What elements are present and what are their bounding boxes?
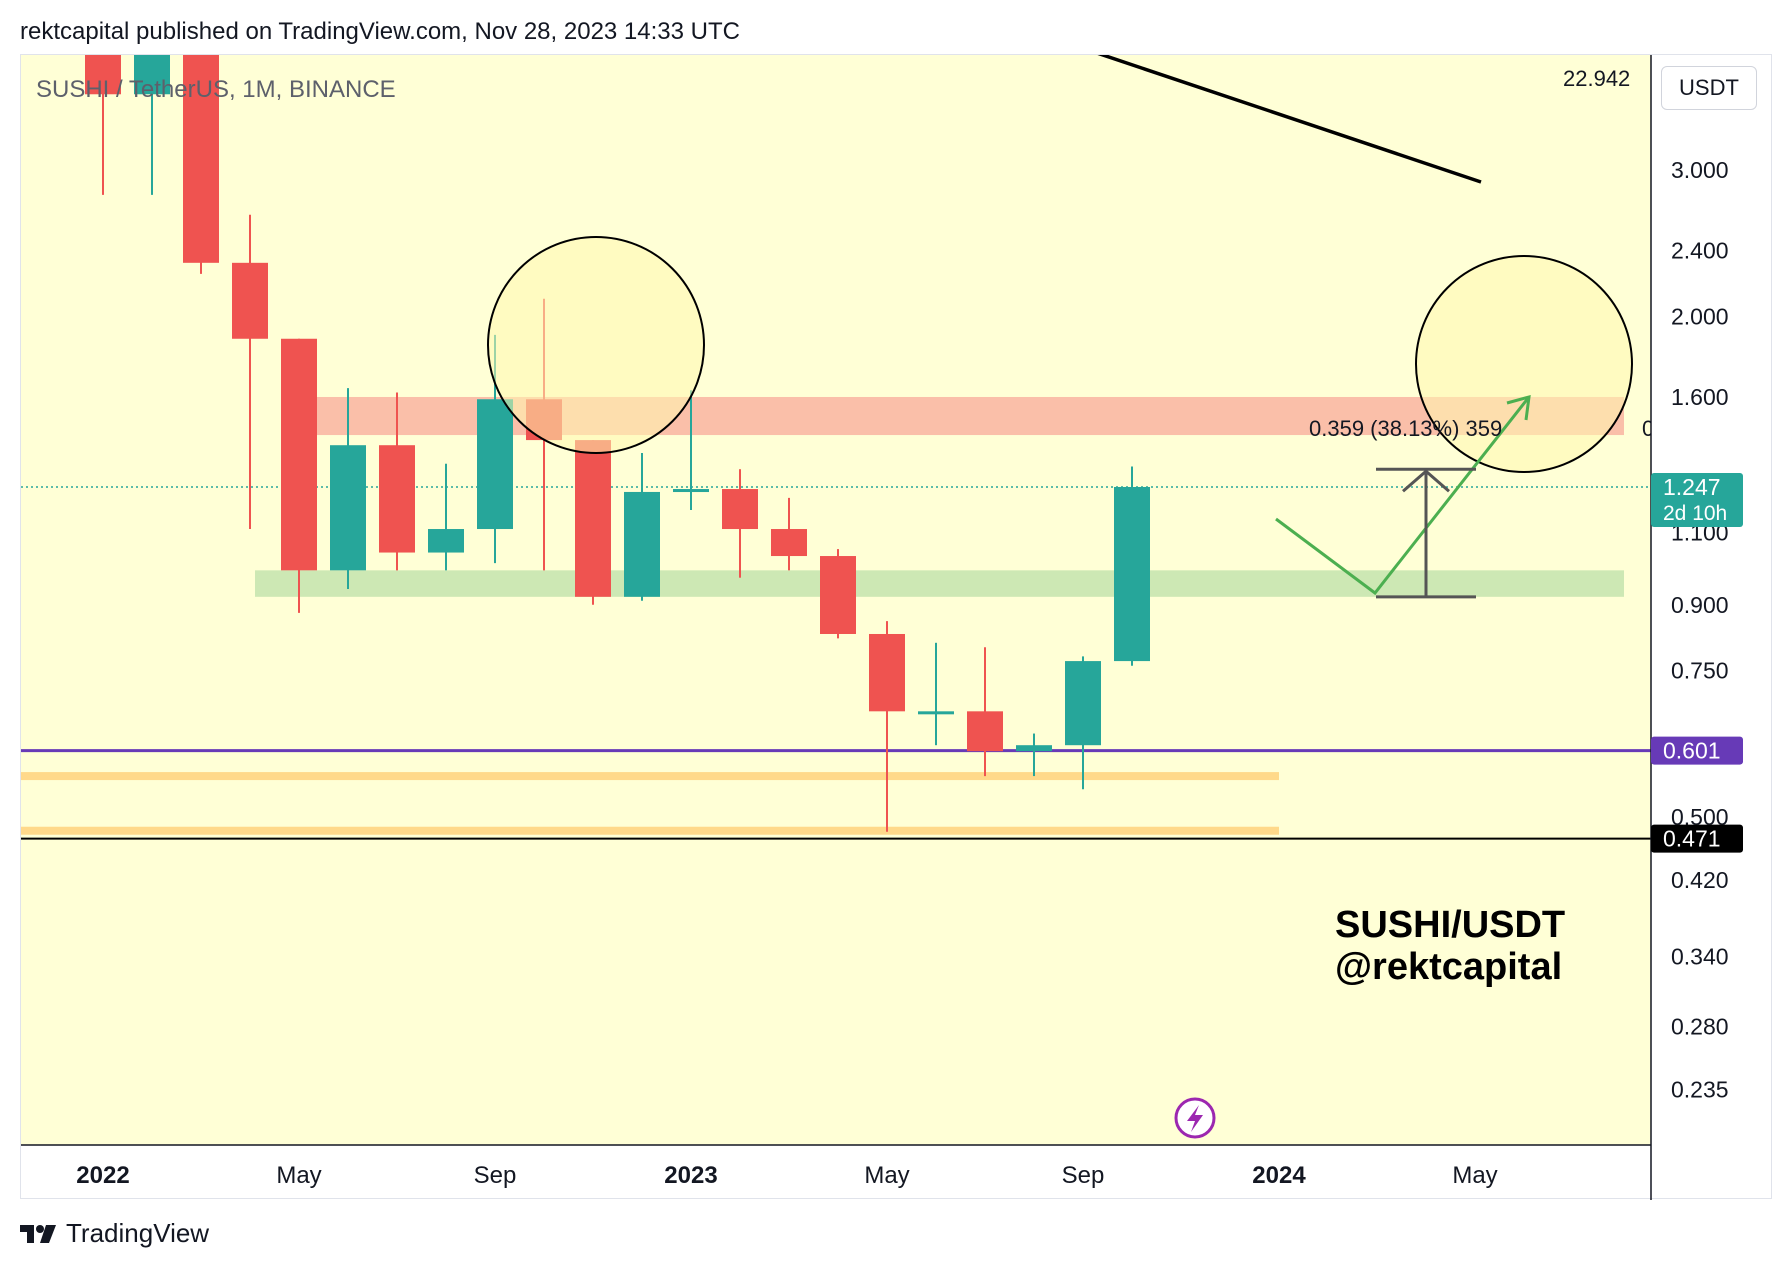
time-tick-label: 2024	[1252, 1162, 1306, 1189]
current-price-badge-bg	[1651, 472, 1743, 527]
candle-body	[967, 711, 1003, 752]
candle[interactable]	[183, 55, 219, 274]
candle[interactable]	[281, 338, 317, 613]
projection-arrow	[1275, 396, 1531, 596]
footer[interactable]: TradingView	[20, 1218, 209, 1249]
time-tick-label: Sep	[1062, 1162, 1105, 1189]
candle-body	[428, 529, 464, 553]
orange-level-lower	[21, 826, 1279, 835]
candle[interactable]	[379, 392, 415, 571]
candle-body	[330, 445, 366, 571]
black-price-badge: 0.471	[1651, 824, 1743, 853]
price-tick-label: 0.420	[1671, 867, 1729, 893]
candle[interactable]	[575, 440, 611, 605]
highlight-circle-left	[487, 236, 705, 454]
candle[interactable]	[428, 463, 464, 571]
watermark-pair: SUSHI/USDT	[1335, 904, 1566, 946]
candle[interactable]	[330, 388, 366, 590]
top-price-label: 22.942	[1563, 66, 1631, 91]
candle[interactable]	[1016, 733, 1052, 777]
candle[interactable]	[722, 469, 758, 578]
orange-level-upper	[21, 772, 1279, 781]
purple-price-badge: 0.601	[1651, 736, 1743, 765]
candle-body	[673, 489, 709, 493]
candle[interactable]	[820, 549, 856, 639]
time-tick-label: 2022	[76, 1162, 129, 1189]
candle-body	[134, 55, 170, 95]
candle[interactable]	[1065, 656, 1101, 790]
measure-arrowhead	[1402, 469, 1450, 493]
candle-body	[918, 711, 954, 715]
highlight-circle-right	[1415, 255, 1633, 473]
price-tick-label: 0.235	[1671, 1077, 1729, 1103]
tradingview-logo-icon	[20, 1224, 56, 1243]
candle-body	[1065, 661, 1101, 746]
candle-body	[281, 338, 317, 571]
candle[interactable]	[918, 642, 954, 746]
symbol-label: SUSHI / TetherUS, 1M, BINANCE	[36, 76, 396, 103]
support-zone	[255, 570, 1624, 597]
candle-body	[820, 556, 856, 634]
candle-body	[232, 262, 268, 339]
descending-trendline	[1097, 55, 1482, 184]
watermark-author: @rektcapital	[1335, 946, 1563, 988]
price-tick-label: 0.340	[1671, 943, 1729, 969]
black-price-badge-value: 0.471	[1663, 826, 1721, 852]
time-tick-label: Sep	[474, 1162, 517, 1189]
projection-arrowhead	[1506, 394, 1531, 421]
price-chart[interactable]: 0.359 (38.13%) 359 0 3.000 2.400 2.000 1.600…	[21, 55, 1773, 1200]
candle[interactable]	[967, 647, 1003, 777]
current-price-badge-timer: 2d 10h	[1663, 502, 1727, 525]
candle-body	[1016, 745, 1052, 752]
candle-body	[869, 633, 905, 712]
price-tick-label: 2.400	[1671, 238, 1729, 264]
candle-body	[85, 55, 121, 95]
price-tick-label: 2.000	[1671, 303, 1729, 329]
time-tick-label: May	[864, 1162, 909, 1189]
lightning-event-icon[interactable]	[1174, 1097, 1216, 1139]
candle-body	[1114, 486, 1150, 662]
candle[interactable]	[85, 55, 121, 195]
candle[interactable]	[869, 621, 905, 832]
time-tick-label: 2023	[664, 1162, 717, 1189]
candle[interactable]	[673, 390, 709, 511]
candle-body	[379, 445, 415, 553]
price-tick-label: 0.900	[1671, 592, 1729, 618]
price-tick-label: 0.280	[1671, 1013, 1729, 1039]
candle[interactable]	[134, 55, 170, 195]
price-tick-label: 3.000	[1671, 157, 1729, 183]
price-tick-label: 0.750	[1671, 658, 1729, 684]
candle-body	[722, 489, 758, 530]
currency-button[interactable]: USDT	[1661, 66, 1757, 110]
candle[interactable]	[1114, 466, 1150, 666]
candle[interactable]	[624, 453, 660, 601]
current-price-badge-value: 1.247	[1663, 474, 1721, 500]
purple-price-badge-bg	[1651, 736, 1743, 765]
publish-header: rektcapital published on TradingView.com…	[20, 18, 740, 45]
time-tick-label: May	[276, 1162, 321, 1189]
candle-body	[183, 55, 219, 263]
black-price-badge-bg	[1651, 824, 1743, 853]
price-tick-label: 1.600	[1671, 384, 1729, 410]
footer-brand: TradingView	[66, 1218, 210, 1248]
candle[interactable]	[232, 214, 268, 530]
time-tick-label: May	[1452, 1162, 1497, 1189]
candle[interactable]	[771, 497, 807, 571]
candle-body	[771, 529, 807, 557]
candle-body	[477, 399, 513, 530]
purple-price-badge-value: 0.601	[1663, 738, 1721, 764]
watermark: SUSHI/USDT @rektcapital	[1335, 904, 1565, 988]
measure-label: 0.359 (38.13%) 359	[1309, 416, 1502, 441]
measure-trailing: 0	[1642, 416, 1654, 441]
lightning-icon-bolt	[1187, 1105, 1203, 1132]
chart-frame: 0.359 (38.13%) 359 0 3.000 2.400 2.000 1.600…	[20, 54, 1773, 1200]
candle-body	[575, 440, 611, 597]
candle-body	[624, 491, 660, 597]
